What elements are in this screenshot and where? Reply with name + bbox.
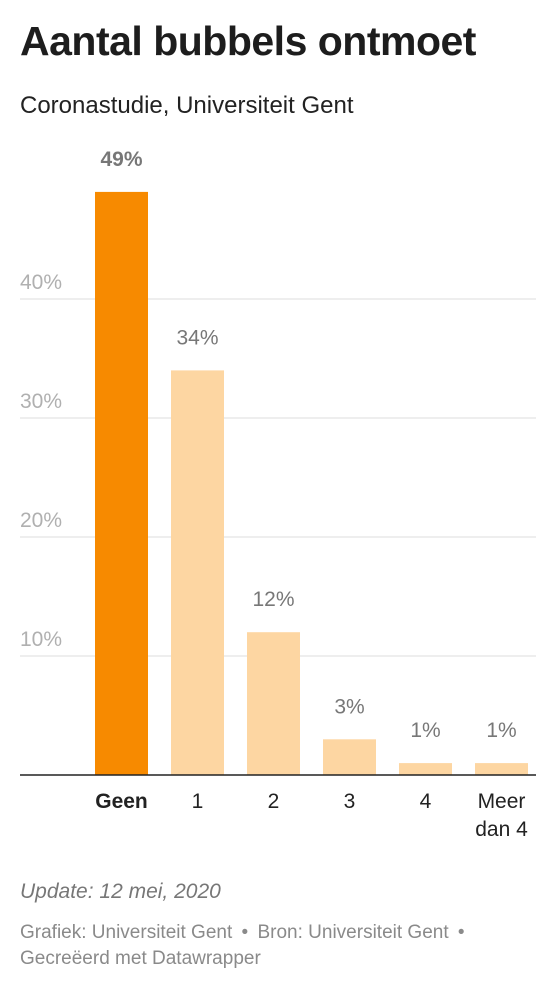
value-label: 12%: [252, 588, 294, 611]
bar-3: [247, 632, 300, 775]
bar-6: [475, 763, 528, 775]
bar-2: [171, 370, 224, 775]
bar-1: [95, 191, 148, 775]
category-label: Geen: [95, 790, 148, 813]
bar-4: [323, 739, 376, 775]
separator-dot: •: [241, 922, 249, 943]
bar-chart: 10% 20% 30% 40% 49% Geen 34% 1 12% 2 3% 3 1% 4 1% Meer d…: [20, 148, 536, 841]
category-label: 1: [192, 790, 204, 813]
y-tick-label: 30%: [20, 390, 62, 413]
category-label: 2: [268, 790, 280, 813]
datawrapper-credit: Gecreëerd met Datawrapper: [20, 948, 261, 969]
y-tick-label: 10%: [20, 628, 62, 651]
value-label: 3%: [334, 695, 364, 718]
category-label: 4: [420, 790, 432, 813]
value-label: 49%: [100, 148, 142, 171]
category-label: 3: [344, 790, 356, 813]
chart-subtitle: Coronastudie, Universiteit Gent: [20, 92, 354, 119]
value-label: 1%: [486, 719, 516, 742]
bar-5: [399, 763, 452, 775]
update-note: Update: 12 mei, 2020: [20, 880, 221, 903]
separator-dot: •: [457, 922, 465, 943]
category-label: Meer dan 4: [475, 790, 528, 841]
y-tick-label: 40%: [20, 271, 62, 294]
chart-title: Aantal bubbels ontmoet: [20, 18, 476, 64]
source-credits: Grafiek: Universiteit Gent • Bron: Unive…: [20, 920, 540, 972]
value-label: 34%: [176, 326, 218, 349]
y-tick-label: 20%: [20, 509, 62, 532]
value-label: 1%: [410, 719, 440, 742]
bron-credit: Bron: Universiteit Gent: [257, 922, 449, 943]
grafiek-credit: Grafiek: Universiteit Gent: [20, 922, 233, 943]
